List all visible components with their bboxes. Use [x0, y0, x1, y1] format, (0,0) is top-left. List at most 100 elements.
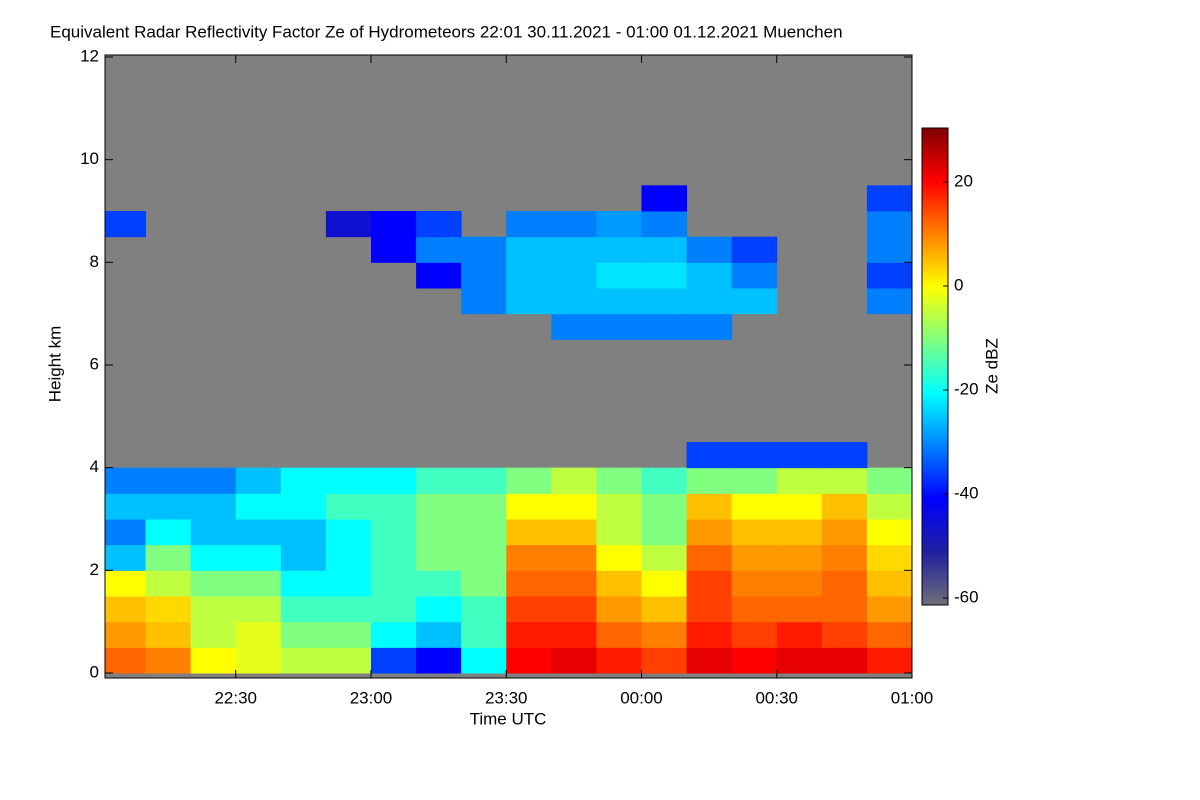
heat-cell — [731, 442, 778, 469]
heat-cell — [551, 647, 597, 674]
heat-cell — [596, 647, 642, 674]
heat-cell — [370, 519, 417, 546]
y-tick-label: 10 — [80, 149, 99, 168]
heat-cell — [596, 621, 642, 648]
heat-cell — [145, 621, 192, 648]
heat-cell — [235, 621, 282, 648]
heat-cell — [731, 288, 778, 315]
heat-cell — [105, 596, 147, 623]
heat-cell — [641, 236, 688, 263]
y-tick-label: 6 — [90, 354, 99, 373]
heat-cell — [596, 544, 642, 571]
heat-cell — [641, 288, 688, 315]
heat-cell — [731, 493, 778, 520]
heat-cell — [506, 570, 552, 597]
heat-cell — [461, 621, 507, 648]
heat-cell — [145, 544, 192, 571]
heat-cell — [596, 313, 642, 340]
x-tick-label: 00:30 — [755, 688, 798, 707]
y-axis-label: Height km — [45, 326, 64, 403]
heat-cell — [776, 544, 823, 571]
heat-cell — [686, 236, 733, 263]
heat-cell — [325, 544, 372, 571]
heat-cell — [280, 467, 327, 494]
heat-cell — [461, 570, 507, 597]
heat-cell — [325, 493, 372, 520]
heat-cell — [190, 544, 237, 571]
heat-cell — [596, 262, 642, 289]
heat-cell — [641, 185, 688, 212]
heat-cell — [866, 262, 913, 289]
heat-cell — [506, 596, 552, 623]
colorbar-tick-label: -20 — [954, 379, 979, 398]
heat-cell — [506, 621, 552, 648]
heat-cell — [235, 544, 282, 571]
y-tick-label: 8 — [90, 252, 99, 271]
heat-cell — [235, 596, 282, 623]
x-axis-label: Time UTC — [470, 709, 547, 728]
heat-cell — [145, 519, 192, 546]
heat-cell — [145, 467, 192, 494]
heat-cell — [686, 621, 733, 648]
heat-cell — [235, 570, 282, 597]
heat-cell — [416, 211, 462, 238]
heat-cell — [325, 467, 372, 494]
heat-cell — [776, 467, 823, 494]
heat-cell — [821, 467, 868, 494]
heat-cell — [325, 621, 372, 648]
heat-cell — [551, 236, 597, 263]
heat-cell — [551, 313, 597, 340]
heat-cell — [686, 467, 733, 494]
heat-cell — [280, 596, 327, 623]
y-tick-label: 2 — [90, 560, 99, 579]
heat-cell — [776, 621, 823, 648]
heat-cell — [506, 647, 552, 674]
heat-cell — [325, 211, 372, 238]
y-tick-label: 4 — [90, 457, 99, 476]
heat-cell — [461, 493, 507, 520]
heat-cell — [551, 570, 597, 597]
heat-cell — [596, 467, 642, 494]
heat-cell — [596, 211, 642, 238]
heat-cell — [461, 262, 507, 289]
heat-cell — [686, 647, 733, 674]
heat-cell — [686, 596, 733, 623]
heat-cell — [461, 467, 507, 494]
heat-cell — [461, 236, 507, 263]
heat-cell — [190, 596, 237, 623]
heat-cell — [325, 596, 372, 623]
heat-cell — [105, 493, 147, 520]
heat-cell — [821, 647, 868, 674]
x-tick-label: 01:00 — [891, 688, 934, 707]
heat-cell — [325, 570, 372, 597]
heat-cell — [235, 467, 282, 494]
heat-cell — [731, 519, 778, 546]
heat-cell — [686, 519, 733, 546]
x-tick-label: 22:30 — [214, 688, 257, 707]
heat-cell — [416, 570, 462, 597]
heat-cell — [866, 621, 913, 648]
heat-cell — [641, 544, 688, 571]
heat-cell — [105, 211, 147, 238]
heat-cell — [686, 288, 733, 315]
heat-cell — [280, 519, 327, 546]
plot-frame — [104, 54, 913, 679]
heat-cell — [641, 262, 688, 289]
heat-cell — [596, 288, 642, 315]
heat-cell — [641, 493, 688, 520]
heat-cell — [370, 236, 417, 263]
heat-cell — [731, 467, 778, 494]
heat-cell — [731, 236, 778, 263]
heat-cell — [731, 647, 778, 674]
heat-cell — [551, 519, 597, 546]
heat-cell — [776, 596, 823, 623]
heat-cell — [731, 621, 778, 648]
heat-cell — [641, 570, 688, 597]
heat-cell — [145, 596, 192, 623]
x-tick-label: 00:00 — [620, 688, 663, 707]
heat-cell — [641, 313, 688, 340]
heat-cell — [145, 647, 192, 674]
heat-cell — [821, 493, 868, 520]
heat-cell — [280, 621, 327, 648]
